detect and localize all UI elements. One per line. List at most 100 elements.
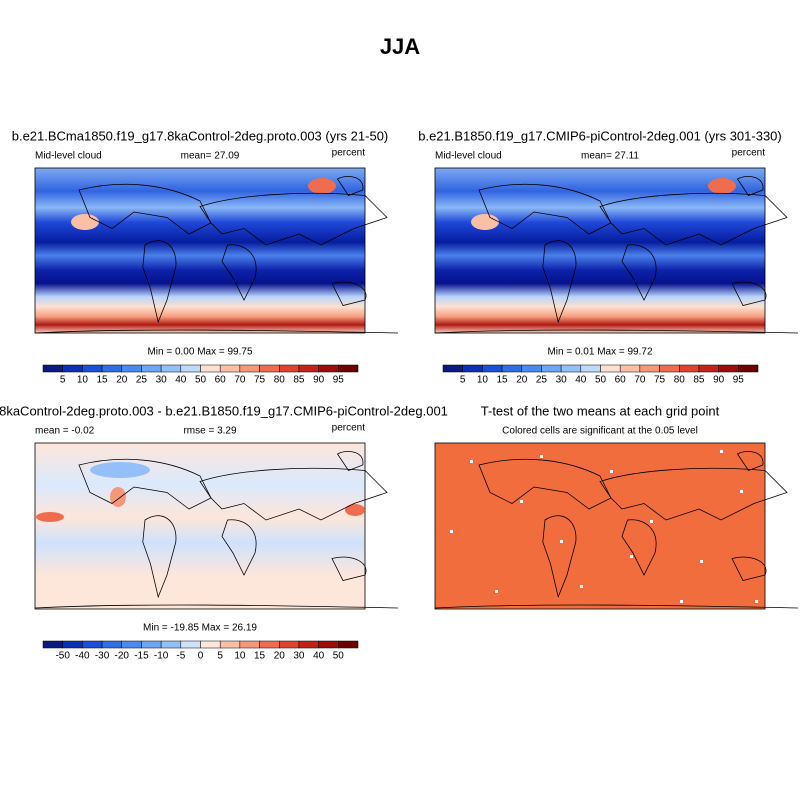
colorbar-label: 5 — [217, 651, 223, 662]
colorbar-label: 40 — [175, 375, 187, 386]
panel-title: b.e21.BCma1850.f19_g17.8kaControl-2deg.p… — [12, 128, 389, 143]
colorbar-label: -50 — [55, 651, 70, 662]
colorbar-swatch — [338, 640, 359, 649]
colorbar-swatch — [62, 364, 83, 373]
colorbar-swatch — [482, 364, 503, 373]
colorbar-label: -30 — [95, 651, 110, 662]
colorbar-swatch — [462, 364, 483, 373]
colorbar-label: 70 — [234, 375, 246, 386]
colorbar-label: 75 — [654, 375, 666, 386]
colorbar-swatch — [180, 640, 201, 649]
colorbar-label: 30 — [556, 375, 568, 386]
colorbar-swatch — [82, 640, 103, 649]
panel-center-label: rmse = 3.29 — [183, 426, 237, 437]
colorbar-swatch — [239, 640, 260, 649]
colorbar-label: 25 — [536, 375, 548, 386]
colorbar-label: -40 — [75, 651, 90, 662]
colorbar-label: 10 — [477, 375, 489, 386]
colorbar-label: 40 — [575, 375, 587, 386]
colorbar-swatch — [141, 640, 162, 649]
colorbar-label: 5 — [60, 375, 66, 386]
colorbar-swatch — [659, 364, 680, 373]
colorbar-swatch — [639, 364, 660, 373]
colorbar-swatch — [318, 640, 339, 649]
colorbar-label: 40 — [313, 651, 325, 662]
colorbar-label: 20 — [516, 375, 528, 386]
colorbar-label: 10 — [77, 375, 89, 386]
colorbar-label: 85 — [293, 375, 305, 386]
colorbar-swatch — [619, 364, 641, 373]
colorbar-swatch — [279, 364, 300, 373]
colorbar-swatch — [160, 640, 182, 649]
colorbar-label: 15 — [497, 375, 509, 386]
map-panel-2 — [434, 167, 799, 334]
colorbar-swatch — [259, 364, 280, 373]
colorbar-label: 90 — [713, 375, 725, 386]
colorbar-label: 95 — [733, 375, 745, 386]
colorbar-swatch — [279, 640, 300, 649]
colorbar-label: 50 — [333, 651, 345, 662]
colorbar-label: -5 — [176, 651, 185, 662]
colorbar-label: 80 — [274, 375, 286, 386]
colorbar-label: 80 — [674, 375, 686, 386]
panel-right-label: percent — [332, 148, 366, 159]
colorbar-swatch — [121, 640, 142, 649]
colorbar-label: 20 — [116, 375, 128, 386]
colorbar-swatch — [219, 364, 241, 373]
colorbar-swatch — [698, 364, 719, 373]
colorbar-swatch — [298, 364, 319, 373]
colorbar-swatch — [541, 364, 562, 373]
colorbar-swatch — [738, 364, 759, 373]
colorbar-label: 50 — [595, 375, 607, 386]
colorbar-swatch — [442, 364, 463, 373]
colorbar-label: 50 — [195, 375, 207, 386]
colorbar-label: 5 — [460, 375, 466, 386]
colorbar-label: 30 — [293, 651, 305, 662]
map-panel-1 — [34, 167, 399, 334]
panel-center-label: Colored cells are significant at the 0.0… — [502, 426, 698, 437]
panel-left-label: Mid-level cloud — [435, 151, 502, 162]
colorbar-label: -15 — [134, 651, 149, 662]
colorbar-swatch — [600, 364, 621, 373]
panel-center-label: mean= 27.09 — [181, 151, 240, 162]
colorbar-swatch — [219, 640, 241, 649]
map-panel-4 — [434, 442, 799, 610]
colorbar-label: 85 — [693, 375, 705, 386]
colorbar-swatch — [160, 364, 182, 373]
panel-title: b.e21.B1850.f19_g17.CMIP6-piControl-2deg… — [418, 128, 782, 143]
colorbar-swatch — [259, 640, 280, 649]
colorbar-label: -10 — [154, 651, 169, 662]
colorbar-swatch — [298, 640, 319, 649]
panel-title: 19_g17.8kaControl-2deg.proto.003 - b.e21… — [0, 403, 448, 418]
colorbar-label: 0 — [198, 651, 204, 662]
panel-footer: Min = -19.85 Max = 26.19 — [143, 623, 257, 634]
colorbar-swatch — [200, 640, 221, 649]
colorbar-label: 60 — [215, 375, 227, 386]
colorbar-swatch — [501, 364, 522, 373]
panel-right-label: percent — [732, 148, 766, 159]
colorbar-label: 95 — [333, 375, 345, 386]
panel-left-label: Mid-level cloud — [35, 151, 102, 162]
colorbar-label: 25 — [136, 375, 148, 386]
colorbar-swatch — [580, 364, 601, 373]
panel-left-label: mean = -0.02 — [35, 426, 95, 437]
colorbar-label: 60 — [615, 375, 627, 386]
colorbar-label: 10 — [234, 651, 246, 662]
colorbar-label: 90 — [313, 375, 325, 386]
colorbar-label: 70 — [634, 375, 646, 386]
figure-title: JJA — [380, 34, 420, 59]
panel-right-label: percent — [332, 423, 366, 434]
colorbar-swatch — [560, 364, 582, 373]
map-panel-3 — [34, 442, 399, 610]
colorbar-swatch — [101, 364, 122, 373]
colorbar-swatch — [200, 364, 221, 373]
colorbar-swatch — [679, 364, 700, 373]
colorbar-swatch — [141, 364, 162, 373]
colorbar-label: -20 — [115, 651, 130, 662]
colorbar-swatch — [82, 364, 103, 373]
colorbar-swatch — [121, 364, 142, 373]
colorbar-swatch — [62, 640, 83, 649]
colorbar-swatch — [42, 640, 63, 649]
colorbar-swatch — [101, 640, 122, 649]
